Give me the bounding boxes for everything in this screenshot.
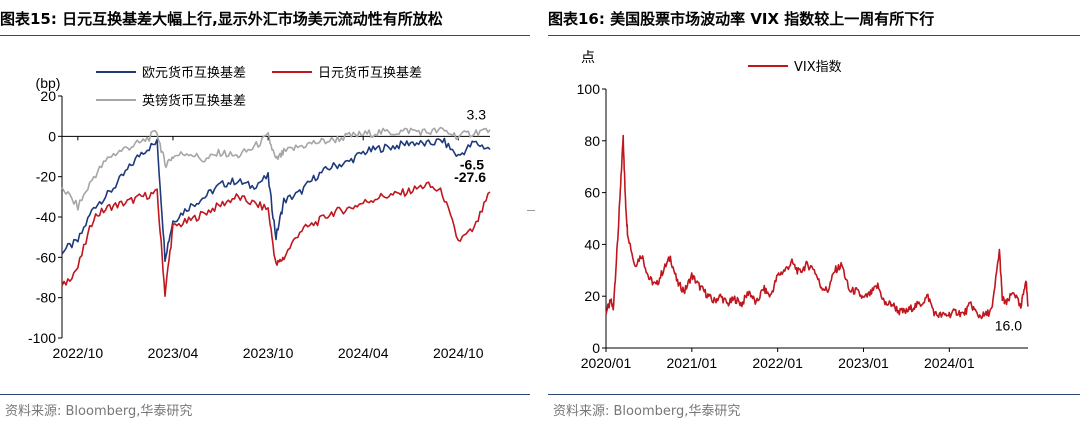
x-tick-label: 2024/01 (924, 355, 975, 371)
divider-mark (527, 210, 535, 211)
y-tick-label: 0 (592, 340, 600, 356)
legend-label: VIX指数 (794, 60, 842, 75)
series-line (605, 134, 1029, 320)
x-tick-label: 2023/01 (838, 355, 889, 371)
series-line (61, 181, 491, 297)
x-tick-label: 2022/10 (53, 345, 104, 361)
y-axis-label: (bp) (36, 75, 61, 91)
x-tick-label: 2024/04 (338, 345, 389, 361)
series-line (61, 137, 491, 262)
y-tick-label: 40 (584, 236, 600, 252)
data-label: 3.3 (467, 107, 487, 123)
y-tick-label: -100 (28, 330, 56, 346)
y-tick-label: 100 (577, 81, 601, 97)
x-tick-label: 2022/01 (752, 355, 803, 371)
bottom-rule (548, 394, 1080, 395)
y-tick-label: -80 (36, 290, 56, 306)
y-tick-label: -20 (36, 169, 56, 185)
x-tick-label: 2023/04 (148, 345, 199, 361)
legend-label: 日元货币互换基差 (318, 65, 422, 81)
legend-label: 欧元货币互换基差 (142, 65, 246, 81)
left-chart-svg: 20 0 -20 -40 -60 -80 -100 (bp) 2022/10 2023/04 202… (28, 65, 491, 361)
y-tick-label: 60 (584, 185, 600, 201)
y-axis-label: 点 (581, 49, 595, 65)
chart-title: 图表15: 日元互换基差大幅上行,显示外汇市场美元流动性有所放松 (0, 10, 443, 28)
data-label: -27.6 (454, 169, 486, 185)
title-rule (0, 35, 530, 36)
x-tick-label: 2024/10 (433, 345, 484, 361)
chart-title: 图表16: 美国股票市场波动率 VIX 指数较上一周有所下行 (548, 10, 935, 28)
legend-label: 英镑货币互换基差 (142, 93, 246, 109)
right-chart-panel: 图表16: 美国股票市场波动率 VIX 指数较上一周有所下行 100 80 60 40… (548, 0, 1080, 425)
y-tick-label: 80 (584, 133, 600, 149)
left-chart-panel: 图表15: 日元互换基差大幅上行,显示外汇市场美元流动性有所放松 20 0 -20 -… (0, 0, 530, 425)
x-tick-label: 2023/10 (243, 345, 294, 361)
title-rule (548, 35, 1080, 36)
x-tick-label: 2021/01 (667, 355, 718, 371)
right-chart-svg: 100 80 60 40 20 0 点 2020/01 2021/01 2022/01 2023/0… (577, 49, 1029, 371)
bottom-rule (0, 394, 530, 395)
data-label: -6.5 (460, 156, 484, 172)
y-tick-label: -60 (36, 249, 56, 265)
y-tick-label: 0 (48, 128, 56, 144)
source-note: 资料来源: Bloomberg,华泰研究 (5, 404, 193, 419)
data-label: 16.0 (995, 318, 1022, 334)
series-line (61, 126, 491, 211)
y-tick-label: -40 (36, 209, 56, 225)
source-note: 资料来源: Bloomberg,华泰研究 (553, 404, 741, 419)
y-tick-label: 20 (40, 88, 56, 104)
y-tick-label: 20 (584, 288, 600, 304)
x-tick-label: 2020/01 (581, 355, 632, 371)
